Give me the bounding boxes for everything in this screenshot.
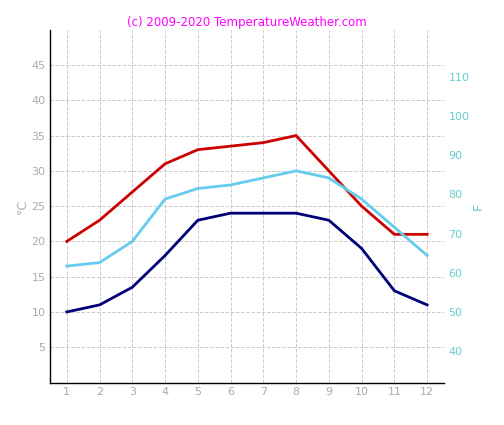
Y-axis label: °C: °C [16, 198, 29, 214]
Y-axis label: F: F [472, 203, 485, 210]
Title: (c) 2009-2020 TemperatureWeather.com: (c) 2009-2020 TemperatureWeather.com [127, 16, 367, 28]
